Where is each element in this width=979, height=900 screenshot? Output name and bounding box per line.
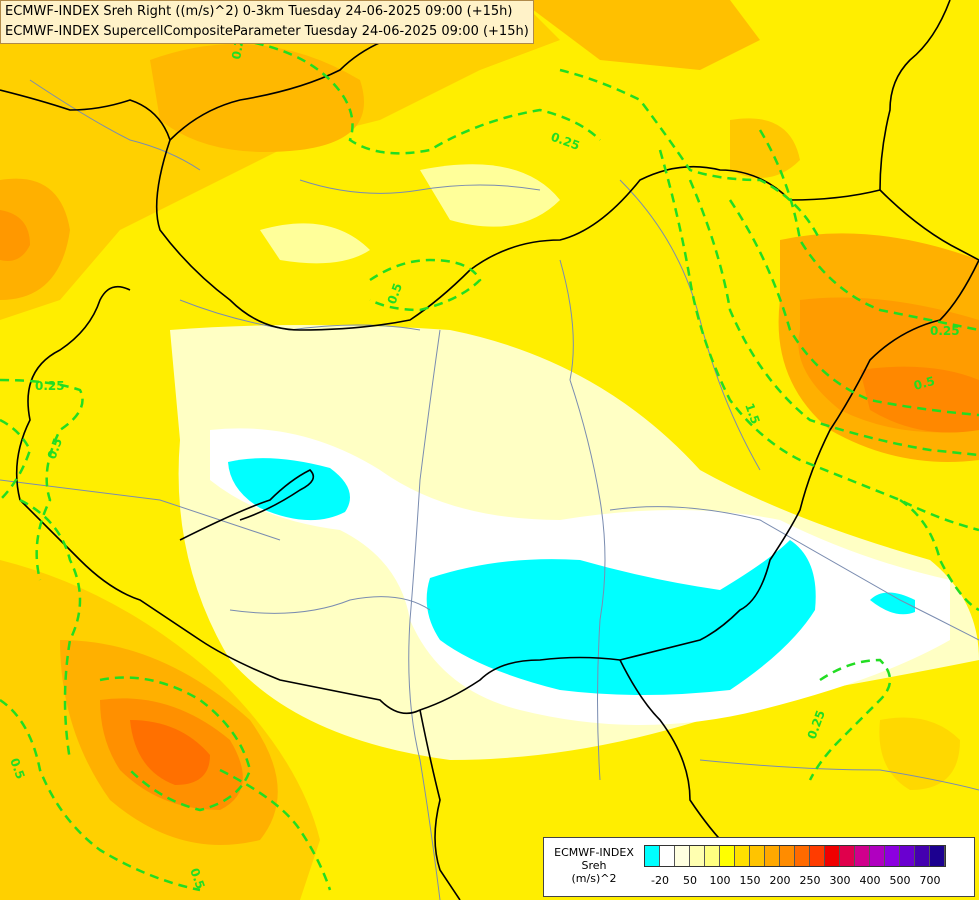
legend-swatch [735,846,750,866]
contour-label: 1.5 [742,401,762,426]
legend-tick-label: 100 [709,874,731,887]
legend-swatch [675,846,690,866]
legend-swatch [810,846,825,866]
legend-tick-label: 300 [829,874,851,887]
legend-title-line: Sreh [581,859,607,872]
title-line-sreh: ECMWF-INDEX Sreh Right ((m/s)^2) 0-3km T… [5,4,513,19]
legend-tick-label: 500 [889,874,911,887]
contour-label: 0.25 [930,324,960,338]
map-title: ECMWF-INDEX Sreh Right ((m/s)^2) 0-3km T… [0,0,534,44]
legend-swatch [660,846,675,866]
legend-title-line: ECMWF-INDEX [554,846,634,859]
contour-label: 0.25 [35,379,65,393]
legend-title: ECMWF-INDEX Sreh (m/s)^2 [550,846,638,885]
legend-swatch [840,846,855,866]
legend-ticks: -20 50 100 150 200 250 300 400 500 700 [644,874,974,890]
legend-swatch [750,846,765,866]
contour-label: 0.5 [385,281,405,306]
legend-swatches [644,845,946,867]
legend-title-line: (m/s)^2 [571,872,617,885]
legend-swatch [795,846,810,866]
legend-swatch [780,846,795,866]
legend-swatch [720,846,735,866]
legend-tick-label: 700 [919,874,941,887]
legend-tick-label: 200 [769,874,791,887]
legend-swatch [885,846,900,866]
legend-swatch [645,846,660,866]
legend-tick-label: 250 [799,874,821,887]
legend-swatch [855,846,870,866]
legend-swatch [825,846,840,866]
contour-label: 0.5 [912,374,936,393]
title-line-scp: ECMWF-INDEX SupercellCompositeParameter … [5,24,529,39]
legend-tick-label: 400 [859,874,881,887]
legend-swatch [915,846,930,866]
color-legend: ECMWF-INDEX Sreh (m/s)^2 -20 50 100 150 200 2… [543,837,975,897]
contour-label: 0.5 [187,866,207,891]
legend-tick-label: 150 [739,874,761,887]
sreh-low-regions [170,164,979,760]
contour-label: 0.5 [45,436,65,461]
legend-tick-label: 50 [683,874,697,887]
legend-swatch [930,846,945,866]
legend-tick-label: -20 [651,874,669,887]
legend-swatch [705,846,720,866]
contour-label: 0.5 [7,756,27,781]
legend-swatch [900,846,915,866]
scp-contours [0,38,979,892]
legend-swatch [690,846,705,866]
legend-swatch [765,846,780,866]
legend-swatch [870,846,885,866]
